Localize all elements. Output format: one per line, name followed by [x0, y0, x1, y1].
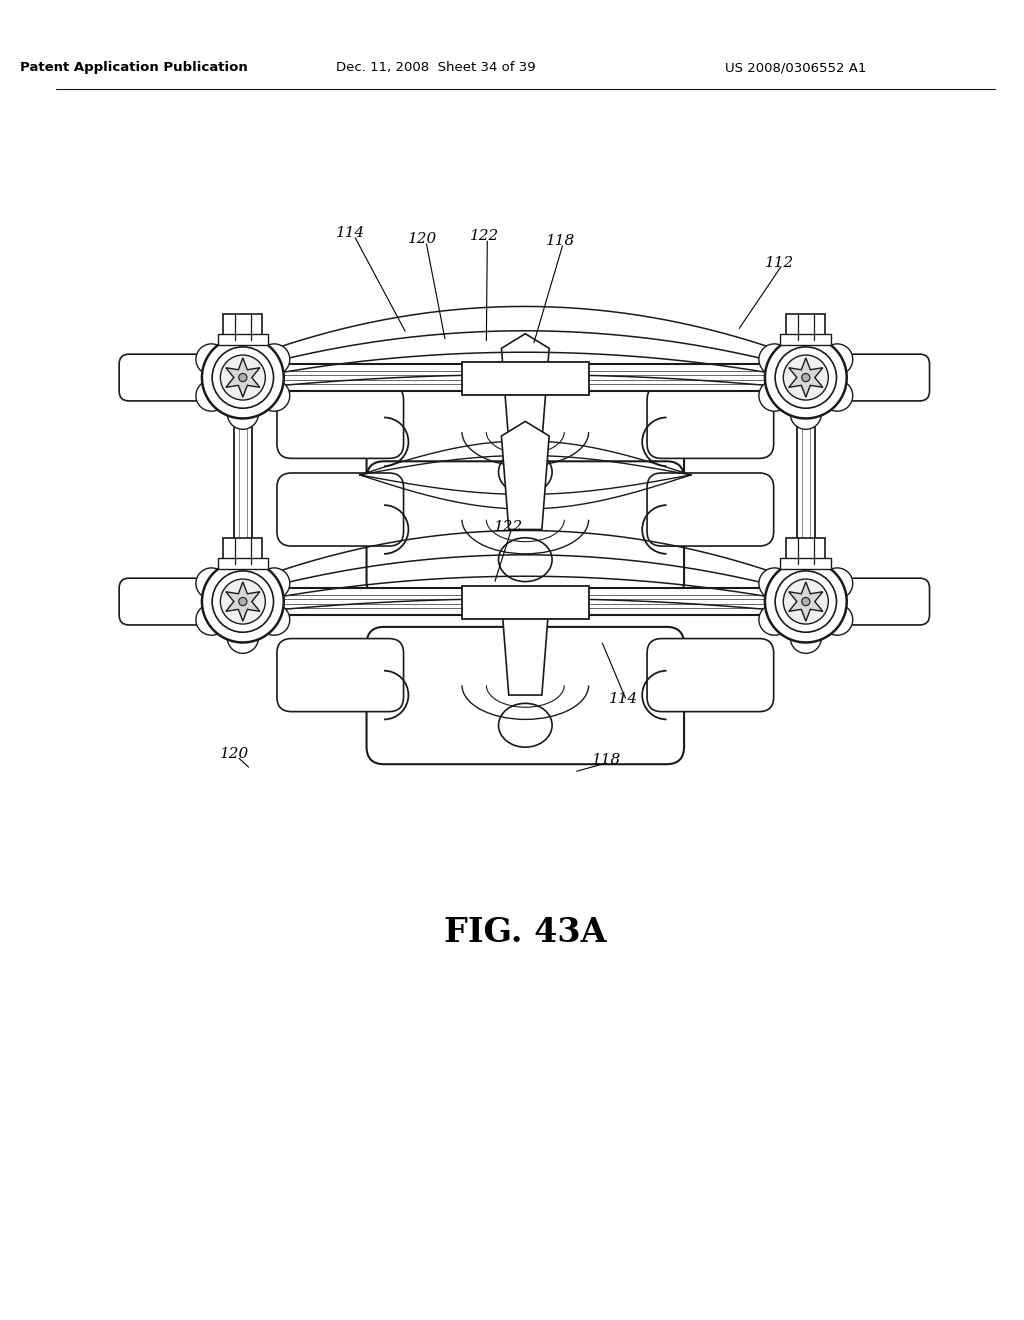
Text: Patent Application Publication: Patent Application Publication [19, 61, 248, 74]
Circle shape [791, 326, 821, 356]
Circle shape [791, 549, 821, 581]
Circle shape [220, 355, 265, 400]
Bar [780, 334, 831, 346]
Bar [786, 539, 825, 565]
Circle shape [196, 380, 227, 412]
Polygon shape [788, 358, 823, 397]
Text: 118: 118 [546, 234, 575, 248]
Bar [224, 358, 261, 397]
Text: Dec. 11, 2008  Sheet 34 of 39: Dec. 11, 2008 Sheet 34 of 39 [336, 61, 536, 74]
Circle shape [212, 347, 273, 408]
Circle shape [775, 570, 837, 632]
FancyBboxPatch shape [119, 354, 212, 401]
Circle shape [227, 549, 258, 581]
Text: 120: 120 [409, 232, 437, 247]
Bar [224, 582, 261, 622]
FancyBboxPatch shape [276, 385, 403, 458]
Text: 118: 118 [592, 754, 621, 767]
Bar [165, 589, 884, 615]
Polygon shape [226, 582, 260, 622]
Circle shape [196, 345, 227, 375]
FancyBboxPatch shape [647, 639, 774, 711]
Text: 122: 122 [495, 520, 523, 533]
Circle shape [759, 605, 790, 635]
Circle shape [791, 399, 821, 429]
Circle shape [227, 399, 258, 429]
Bar [462, 586, 589, 619]
Circle shape [759, 568, 790, 599]
Circle shape [196, 605, 227, 635]
FancyBboxPatch shape [647, 385, 774, 458]
FancyBboxPatch shape [276, 639, 403, 711]
Polygon shape [502, 587, 549, 696]
Text: 114: 114 [609, 692, 638, 706]
Circle shape [802, 374, 810, 381]
Bar [462, 362, 589, 395]
Polygon shape [226, 358, 260, 397]
Circle shape [783, 355, 828, 400]
Polygon shape [502, 334, 549, 442]
Circle shape [821, 345, 853, 375]
Circle shape [196, 568, 227, 599]
Bar [787, 358, 824, 397]
Text: US 2008/0306552 A1: US 2008/0306552 A1 [725, 61, 866, 74]
Circle shape [259, 380, 290, 412]
Bar [223, 539, 262, 565]
Circle shape [759, 380, 790, 412]
FancyBboxPatch shape [647, 473, 774, 546]
Bar [165, 364, 884, 391]
Bar [780, 558, 831, 569]
Text: 120: 120 [219, 747, 249, 762]
Text: 114: 114 [336, 227, 366, 240]
Circle shape [202, 337, 284, 418]
Bar [786, 314, 825, 342]
Circle shape [821, 568, 853, 599]
Circle shape [802, 598, 810, 606]
FancyBboxPatch shape [119, 578, 212, 624]
Circle shape [259, 605, 290, 635]
Bar [787, 582, 824, 622]
FancyBboxPatch shape [276, 473, 403, 546]
Circle shape [775, 347, 837, 408]
FancyBboxPatch shape [837, 354, 930, 401]
Bar [234, 424, 252, 556]
Circle shape [259, 345, 290, 375]
Circle shape [821, 605, 853, 635]
Polygon shape [502, 421, 549, 529]
FancyBboxPatch shape [367, 627, 684, 764]
Bar [217, 558, 268, 569]
Circle shape [227, 622, 258, 653]
Circle shape [759, 345, 790, 375]
Bar [223, 314, 262, 342]
Polygon shape [788, 582, 823, 622]
Bar [797, 424, 814, 556]
Circle shape [239, 374, 247, 381]
Circle shape [227, 326, 258, 356]
Circle shape [791, 622, 821, 653]
FancyBboxPatch shape [367, 461, 684, 599]
FancyBboxPatch shape [837, 578, 930, 624]
Circle shape [202, 561, 284, 643]
Circle shape [765, 337, 847, 418]
Circle shape [212, 570, 273, 632]
Circle shape [765, 561, 847, 643]
Circle shape [220, 579, 265, 624]
Bar [217, 334, 268, 346]
Circle shape [259, 568, 290, 599]
Circle shape [821, 380, 853, 412]
Circle shape [783, 579, 828, 624]
FancyBboxPatch shape [367, 374, 684, 511]
Text: FIG. 43A: FIG. 43A [444, 916, 606, 949]
Text: 122: 122 [470, 230, 499, 243]
Circle shape [239, 598, 247, 606]
Text: 112: 112 [765, 256, 795, 269]
